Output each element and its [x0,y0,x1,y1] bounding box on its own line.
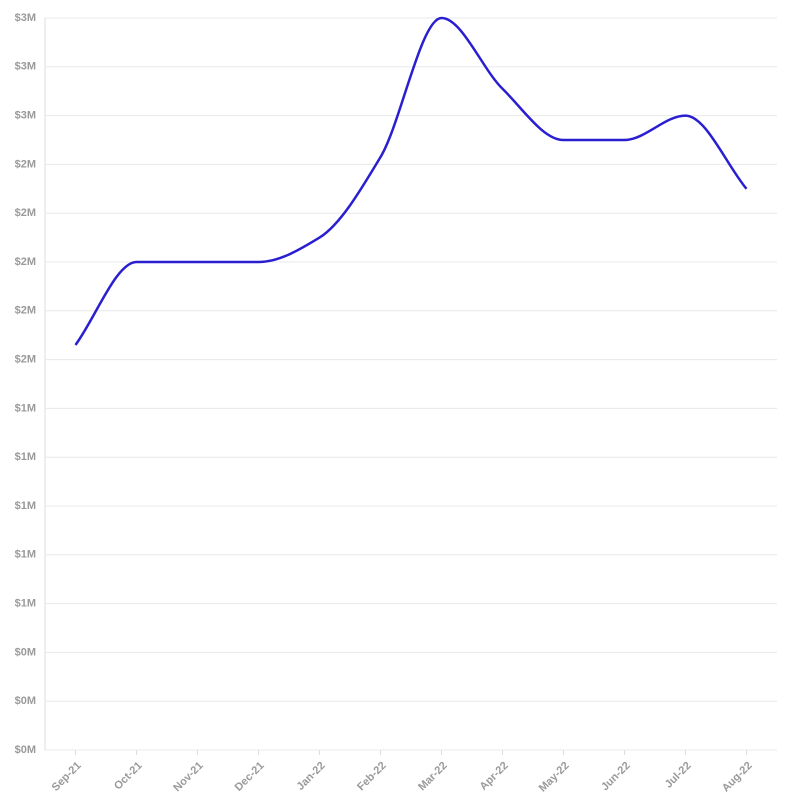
x-tick-label: Feb-22 [355,760,389,794]
y-tick-label: $2M [15,354,36,366]
y-tick-label: $0M [15,744,36,756]
x-tick-label: Jan-22 [295,760,328,793]
y-tick-label: $2M [15,305,36,317]
x-tick-label: Jun-22 [599,760,633,794]
y-tick-label: $2M [15,158,36,170]
x-tick-label: Aug-22 [720,760,755,795]
y-tick-label: $0M [15,646,36,658]
y-tick-label: $2M [15,256,36,268]
x-tick-label: Dec-21 [233,760,267,794]
x-tick-label: Apr-22 [478,760,511,793]
y-tick-label: $1M [15,451,36,463]
y-tick-label: $1M [15,402,36,414]
x-tick-label: Nov-21 [171,760,205,794]
y-tick-label: $1M [15,549,36,561]
y-tick-label: $0M [15,695,36,707]
y-tick-label: $2M [15,207,36,219]
line [74,16,748,346]
y-tick-label: $3M [15,61,36,73]
y-tick-label: $1M [15,598,36,610]
x-tick-label: Oct-21 [112,760,145,793]
x-tick-label: Jul-22 [663,760,694,791]
y-tick-label: $3M [15,110,36,122]
x-tick-label: May-22 [537,760,572,795]
x-tick-label: Mar-22 [416,760,450,794]
x-tick-label: Sep-21 [50,760,84,794]
y-tick-label: $3M [15,12,36,24]
y-tick-label: $1M [15,500,36,512]
